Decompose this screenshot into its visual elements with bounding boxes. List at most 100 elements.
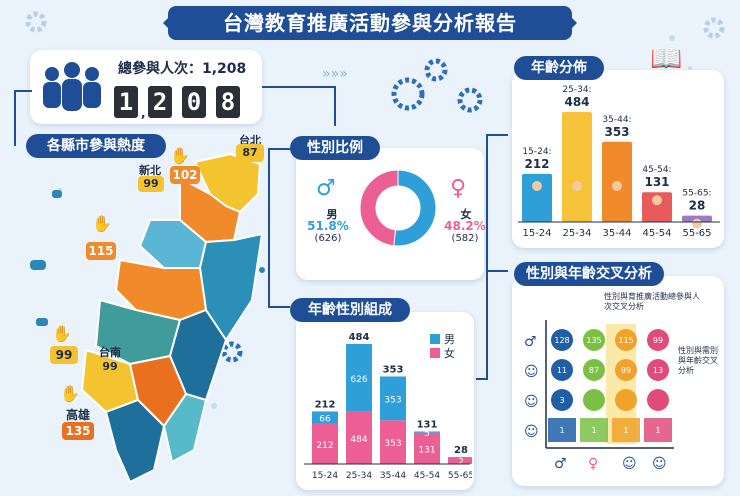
age-bar bbox=[642, 192, 672, 222]
cross-heading: 性別與年齡交叉分析 bbox=[514, 262, 664, 286]
cross-cell bbox=[612, 418, 640, 442]
cross-bubble bbox=[583, 329, 605, 351]
map-marker-label: 台北 bbox=[239, 134, 261, 147]
stack-total-label: 484 bbox=[349, 332, 370, 343]
cross-value: 87 bbox=[589, 366, 599, 375]
age-bar-value-label: 131 bbox=[644, 175, 669, 189]
female-label: 女 bbox=[460, 208, 472, 221]
legend-swatch-female bbox=[430, 348, 440, 358]
svg-text:☺: ☺ bbox=[622, 456, 637, 472]
hand-icon: ✋ bbox=[60, 384, 80, 403]
page-title: 台灣教育推廣活動參與分析報告 bbox=[163, 6, 577, 40]
age-gender-heading: 年齡性別組成 bbox=[290, 298, 410, 322]
person-icon bbox=[572, 181, 582, 191]
stack-total-label: 212 bbox=[315, 399, 336, 410]
map-marker-value: 99 bbox=[138, 176, 164, 192]
connector-line bbox=[262, 86, 336, 126]
cross-bubble bbox=[551, 359, 573, 381]
age-bar bbox=[522, 173, 552, 222]
cross-bubble bbox=[551, 329, 573, 351]
map-marker-label: 新北 bbox=[139, 164, 161, 177]
stack-female-label: 2 bbox=[458, 458, 464, 468]
hand-icon: ✋ bbox=[170, 146, 190, 165]
cross-value: 1 bbox=[655, 426, 660, 435]
cross-value: 1 bbox=[591, 426, 596, 435]
stack-axis-tick-label: 55-65 bbox=[448, 471, 472, 481]
age-axis-tick-label: 55-65 bbox=[682, 228, 711, 239]
map-marker-value: 102 bbox=[170, 166, 200, 184]
donut-slice bbox=[393, 169, 437, 247]
svg-text:☺: ☺ bbox=[524, 364, 539, 380]
cross-bubble bbox=[647, 389, 669, 411]
cross-cell bbox=[580, 418, 608, 442]
svg-text:☺: ☺ bbox=[524, 424, 539, 440]
stack-axis-tick-label: 15-24 bbox=[312, 471, 338, 481]
female-icon: ♀ bbox=[450, 176, 467, 201]
svg-text:♂: ♂ bbox=[524, 334, 537, 350]
female-pct: 48.2% bbox=[444, 219, 486, 233]
connector-line bbox=[486, 270, 508, 272]
counter-digit: 8 bbox=[216, 86, 240, 118]
donut-slice bbox=[359, 169, 399, 247]
stack-male-label: 626 bbox=[350, 375, 367, 385]
gender-donut bbox=[359, 169, 437, 247]
age-bar-value-label: 212 bbox=[524, 157, 549, 171]
female-count: (582) bbox=[451, 233, 479, 244]
male-count: (626) bbox=[314, 233, 342, 244]
age-bar-category-label: 25-34: bbox=[562, 85, 591, 95]
stack-male-label: 66 bbox=[319, 415, 331, 425]
cross-cell bbox=[644, 418, 672, 442]
cross-value: 99 bbox=[653, 336, 663, 345]
counter-digit: 2 bbox=[148, 86, 172, 118]
taiwan-map bbox=[30, 152, 265, 484]
map-marker-value: 99 bbox=[102, 360, 118, 373]
map-marker-value: 135 bbox=[62, 422, 94, 440]
region-taitung bbox=[162, 392, 208, 464]
cross-value: 3 bbox=[559, 396, 564, 405]
male-label: 男 bbox=[326, 208, 338, 221]
cross-value: 135 bbox=[586, 336, 601, 345]
cross-bubble bbox=[615, 389, 637, 411]
stack-female-label: 484 bbox=[350, 435, 367, 445]
connector-line bbox=[14, 90, 32, 146]
connector-line bbox=[268, 148, 290, 308]
age-bar-value-label: 484 bbox=[564, 95, 589, 109]
legend-label-male: 男 bbox=[444, 333, 455, 346]
cross-cell bbox=[548, 418, 576, 442]
person-icon bbox=[652, 195, 662, 206]
age-bar-value-label: 28 bbox=[689, 199, 706, 213]
map-heading: 各縣市參與熱度 bbox=[26, 134, 166, 158]
stack-female-label: 212 bbox=[316, 441, 333, 451]
region-pingtung bbox=[104, 398, 166, 484]
map-marker-label: 台南 bbox=[99, 346, 121, 359]
connector-line bbox=[486, 134, 508, 136]
map-marker-value: 87 bbox=[236, 144, 264, 162]
total-card: 總參與人次：1,208 1 , 2 0 8 bbox=[30, 50, 262, 124]
total-label: 總參與人次：1,208 bbox=[118, 61, 247, 77]
age-bar bbox=[562, 112, 592, 222]
person-icon bbox=[692, 218, 702, 229]
cross-value: 128 bbox=[554, 336, 569, 345]
stack-segment-male bbox=[380, 376, 406, 421]
gender-card bbox=[296, 148, 484, 280]
counter-digit: 1 bbox=[114, 86, 138, 118]
stack-axis-tick-label: 45-54 bbox=[414, 471, 440, 481]
cross-note-top: 性別與育推廣活動總參與人次交叉分析 bbox=[604, 292, 700, 311]
stack-axis-tick-label: 35-44 bbox=[380, 471, 406, 481]
cross-value: 1 bbox=[559, 426, 564, 435]
age-axis-tick-label: 45-54 bbox=[642, 228, 671, 239]
cross-bubble bbox=[647, 359, 669, 381]
svg-text:»»»: »»» bbox=[322, 66, 348, 82]
stack-male-label: 5 bbox=[424, 429, 430, 439]
stack-axis-tick-label: 25-34 bbox=[346, 471, 372, 481]
stack-female-label: 131 bbox=[418, 445, 435, 455]
map-marker-value: 115 bbox=[86, 242, 116, 260]
male-pct: 51.8% bbox=[307, 219, 349, 233]
age-bar-category-label: 45-54: bbox=[642, 165, 671, 175]
hand-icon: ✋ bbox=[92, 214, 112, 233]
cross-value: 13 bbox=[653, 366, 663, 375]
cross-bubble bbox=[615, 359, 637, 381]
cross-bubble bbox=[551, 389, 573, 411]
age-axis-tick-label: 15-24 bbox=[522, 228, 551, 239]
